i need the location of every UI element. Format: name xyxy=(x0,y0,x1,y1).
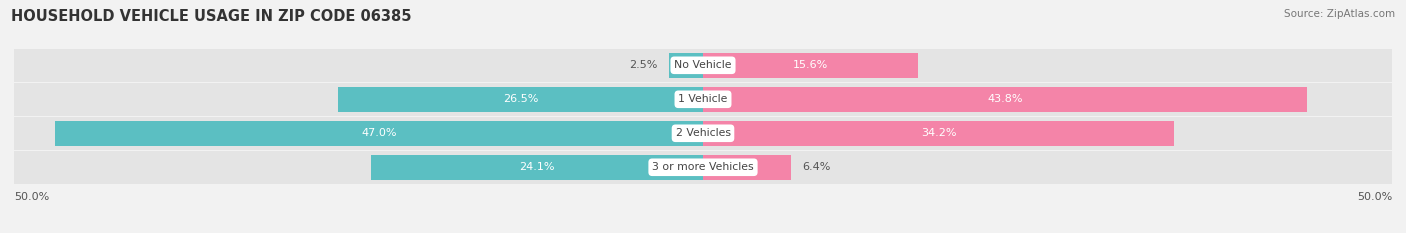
Text: 50.0%: 50.0% xyxy=(1357,192,1392,202)
Text: No Vehicle: No Vehicle xyxy=(675,60,731,70)
Bar xyxy=(55,121,703,146)
Text: 15.6%: 15.6% xyxy=(793,60,828,70)
Bar xyxy=(337,87,703,112)
Text: 3 or more Vehicles: 3 or more Vehicles xyxy=(652,162,754,172)
Bar xyxy=(14,83,1392,116)
Bar xyxy=(668,53,703,78)
Text: 2.5%: 2.5% xyxy=(628,60,658,70)
Text: 1 Vehicle: 1 Vehicle xyxy=(678,94,728,104)
Text: 50.0%: 50.0% xyxy=(14,192,49,202)
Text: 43.8%: 43.8% xyxy=(987,94,1022,104)
Bar xyxy=(14,117,1392,150)
Text: Source: ZipAtlas.com: Source: ZipAtlas.com xyxy=(1284,9,1395,19)
Text: HOUSEHOLD VEHICLE USAGE IN ZIP CODE 06385: HOUSEHOLD VEHICLE USAGE IN ZIP CODE 0638… xyxy=(11,9,412,24)
Text: 6.4%: 6.4% xyxy=(803,162,831,172)
Bar xyxy=(14,49,1392,82)
Bar xyxy=(703,87,1306,112)
Bar xyxy=(703,121,1174,146)
Text: 24.1%: 24.1% xyxy=(519,162,554,172)
Text: 47.0%: 47.0% xyxy=(361,128,396,138)
Bar xyxy=(703,155,792,179)
Bar xyxy=(14,151,1392,184)
Text: 2 Vehicles: 2 Vehicles xyxy=(675,128,731,138)
Bar xyxy=(703,53,918,78)
Text: 26.5%: 26.5% xyxy=(503,94,538,104)
Text: 34.2%: 34.2% xyxy=(921,128,956,138)
Bar xyxy=(371,155,703,179)
